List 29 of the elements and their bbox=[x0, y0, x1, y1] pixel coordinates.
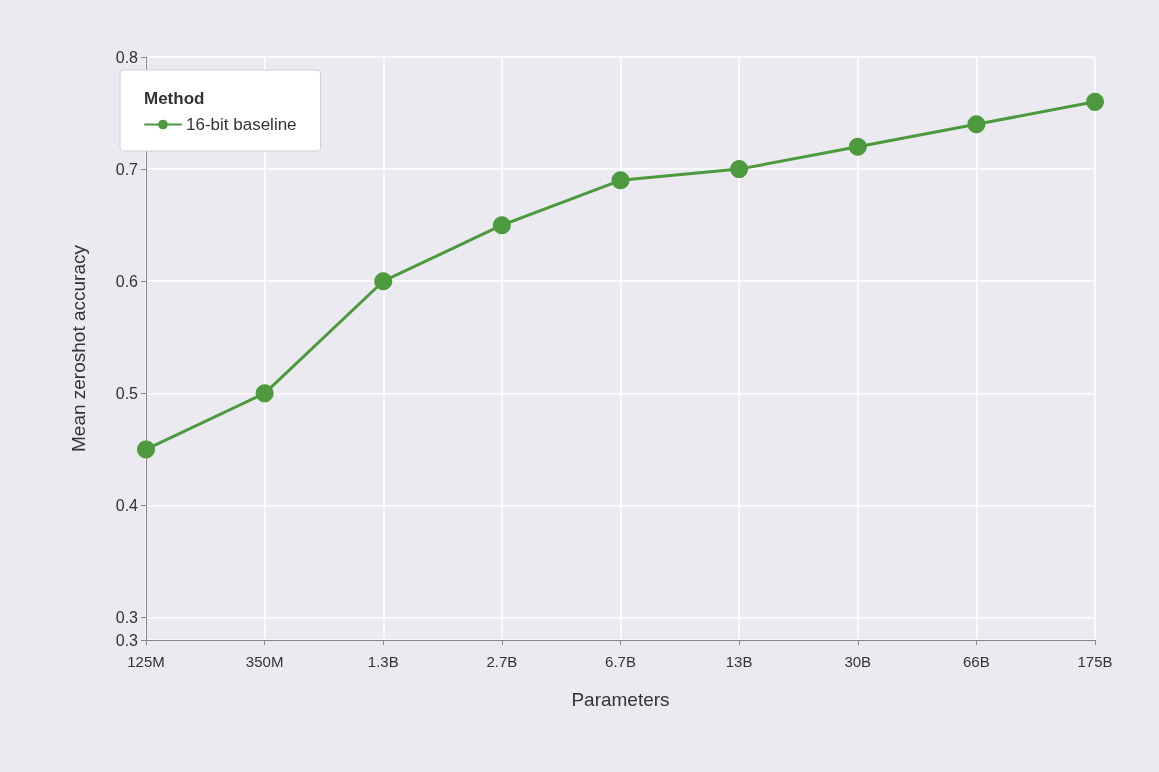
legend-label: 16-bit baseline bbox=[186, 115, 297, 134]
point bbox=[848, 137, 867, 156]
point bbox=[492, 216, 511, 235]
y-tick-label: 0.7 bbox=[115, 160, 139, 178]
legend-title: Method bbox=[144, 89, 205, 108]
y-tick-label: 0.6 bbox=[115, 272, 139, 290]
point bbox=[137, 440, 155, 459]
point bbox=[1086, 92, 1104, 111]
x-tick-label: 1.3B bbox=[367, 653, 399, 670]
x-tick-label: 125M bbox=[127, 653, 165, 670]
x-axis-title: Parameters bbox=[571, 689, 670, 710]
point bbox=[374, 272, 393, 291]
y-tick-label: 0.4 bbox=[115, 496, 139, 514]
point bbox=[967, 115, 986, 134]
x-tick-label: 30B bbox=[844, 653, 872, 670]
point bbox=[730, 160, 749, 179]
y-tick-label: 0.5 bbox=[115, 384, 139, 402]
x-tick-label: 350M bbox=[245, 653, 284, 670]
x-tick-label: 66B bbox=[963, 653, 990, 670]
point bbox=[611, 171, 630, 190]
x-tick-label: 2.7B bbox=[486, 653, 518, 670]
point bbox=[255, 384, 274, 403]
y-tick-label: 0.3 bbox=[115, 609, 139, 627]
y-tick-label: 0.8 bbox=[115, 48, 139, 66]
x-tick-label: 6.7B bbox=[605, 653, 636, 670]
x-tick-label: 175B bbox=[1077, 653, 1113, 670]
y-tick-label: 0.3 bbox=[115, 631, 139, 649]
y-axis-title: Mean zeroshot accuracy bbox=[68, 244, 89, 452]
x-tick-label: 13B bbox=[725, 653, 753, 670]
